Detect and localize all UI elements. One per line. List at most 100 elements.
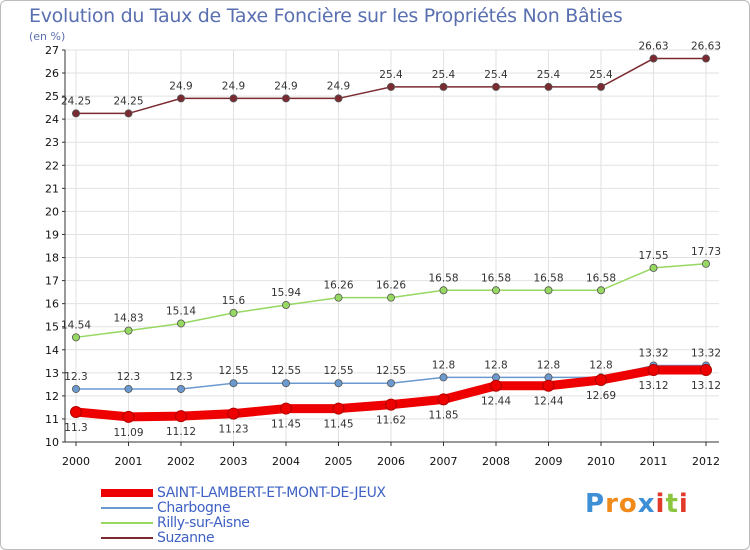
x-tick-label: 2009 xyxy=(535,455,563,468)
y-tick-label: 24 xyxy=(45,113,59,126)
data-point xyxy=(491,286,500,295)
logo-letter: i xyxy=(655,489,666,519)
chart-title: Evolution du Taux de Taxe Foncière sur l… xyxy=(29,5,623,27)
logo-letter: x xyxy=(637,489,656,519)
y-tick-label: 13 xyxy=(45,367,59,380)
x-tick-label: 2010 xyxy=(587,455,615,468)
data-label: 12.8 xyxy=(589,359,612,371)
data-label: 24.25 xyxy=(113,95,143,107)
data-point xyxy=(176,94,185,103)
x-tick-label: 2000 xyxy=(62,455,90,468)
data-point xyxy=(542,379,555,392)
y-tick-label: 18 xyxy=(45,252,59,265)
data-label: 16.58 xyxy=(533,272,563,284)
data-point xyxy=(544,286,553,295)
data-point xyxy=(649,263,658,272)
data-point xyxy=(595,373,607,386)
x-tick-label: 2006 xyxy=(377,455,405,468)
y-tick-label: 11 xyxy=(45,413,59,426)
data-label: 25.4 xyxy=(379,69,403,81)
data-label: 11.09 xyxy=(113,427,143,439)
data-label: 11.85 xyxy=(428,409,458,421)
y-tick-label: 20 xyxy=(45,205,59,218)
logo-letter: P xyxy=(585,489,606,519)
logo-letter: t xyxy=(665,489,679,519)
y-tick-label: 10 xyxy=(45,436,59,449)
y-tick-label: 12 xyxy=(45,390,59,403)
y-tick-label: 21 xyxy=(45,182,59,195)
legend-swatch xyxy=(101,489,153,497)
proxiti-logo: Proxiti xyxy=(585,489,689,519)
data-point xyxy=(281,301,290,310)
y-axis-unit-label: (en %) xyxy=(29,30,66,43)
x-tick-label: 2004 xyxy=(272,455,300,468)
data-label: 25.4 xyxy=(484,69,508,81)
y-tick-label: 17 xyxy=(45,275,59,288)
data-point xyxy=(176,384,185,393)
data-point xyxy=(124,384,133,393)
data-point xyxy=(229,308,238,317)
data-label: 24.9 xyxy=(274,80,297,92)
data-point xyxy=(175,410,187,423)
data-label: 24.25 xyxy=(61,95,91,107)
legend-swatch xyxy=(101,507,153,509)
data-point xyxy=(334,293,343,302)
data-point xyxy=(702,54,711,63)
data-label: 12.55 xyxy=(376,365,406,377)
y-tick-label: 15 xyxy=(45,321,59,334)
data-label: 11.45 xyxy=(323,419,353,431)
data-point xyxy=(439,286,448,295)
data-label: 24.9 xyxy=(169,80,192,92)
data-point xyxy=(439,373,448,382)
data-point xyxy=(332,402,345,415)
data-point xyxy=(437,393,450,406)
data-point xyxy=(281,379,290,388)
data-label: 26.63 xyxy=(691,41,721,53)
data-label: 13.12 xyxy=(691,380,721,392)
data-label: 12.55 xyxy=(218,365,248,377)
x-tick-label: 2001 xyxy=(115,455,143,468)
data-point xyxy=(491,82,500,91)
data-label: 11.45 xyxy=(271,419,301,431)
y-tick-label: 27 xyxy=(45,44,59,57)
data-point xyxy=(72,109,81,118)
data-label: 17.55 xyxy=(638,250,668,262)
data-point xyxy=(386,379,395,388)
data-label: 12.3 xyxy=(117,371,140,383)
data-point xyxy=(700,364,712,377)
data-point xyxy=(176,319,185,328)
data-point xyxy=(70,406,82,419)
y-tick-label: 16 xyxy=(45,298,59,311)
data-point xyxy=(124,109,133,118)
data-point xyxy=(385,398,397,411)
data-label: 12.44 xyxy=(481,396,511,408)
data-label: 12.55 xyxy=(271,365,301,377)
data-point xyxy=(334,94,343,103)
legend-swatch xyxy=(101,522,153,524)
data-label: 12.8 xyxy=(432,359,455,371)
data-point xyxy=(597,82,606,91)
data-point xyxy=(229,379,238,388)
data-point xyxy=(544,82,553,91)
y-tick-label: 19 xyxy=(45,228,59,241)
data-label: 16.26 xyxy=(376,280,406,292)
data-point xyxy=(386,293,395,302)
data-point xyxy=(229,94,238,103)
data-label: 14.54 xyxy=(61,319,91,331)
x-tick-label: 2003 xyxy=(220,455,248,468)
legend-label: Charbogne xyxy=(157,500,231,516)
data-label: 13.32 xyxy=(638,347,668,359)
data-point xyxy=(72,333,81,342)
data-point xyxy=(281,94,290,103)
y-tick-label: 23 xyxy=(45,136,59,149)
x-tick-label: 2005 xyxy=(325,455,353,468)
data-label: 11.62 xyxy=(376,415,406,427)
data-label: 16.58 xyxy=(428,272,458,284)
data-point xyxy=(702,259,711,268)
data-label: 13.12 xyxy=(638,380,668,392)
data-label: 25.4 xyxy=(432,69,456,81)
data-label: 26.63 xyxy=(638,41,668,53)
data-point xyxy=(124,326,133,335)
